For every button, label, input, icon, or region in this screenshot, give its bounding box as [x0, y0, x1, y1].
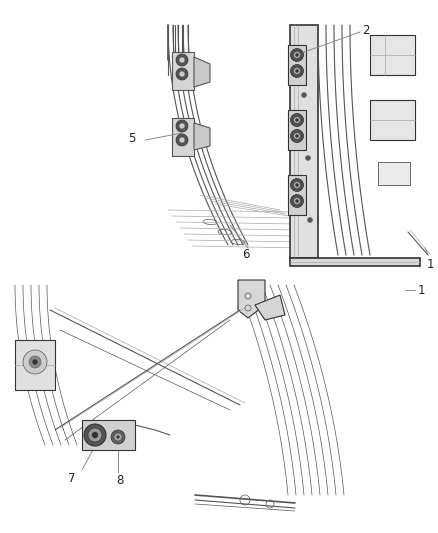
Circle shape	[290, 179, 304, 191]
Circle shape	[290, 130, 304, 142]
Polygon shape	[288, 175, 306, 215]
Circle shape	[176, 120, 188, 132]
Polygon shape	[172, 118, 194, 156]
Text: 8: 8	[116, 473, 124, 487]
Circle shape	[296, 183, 299, 187]
Circle shape	[307, 217, 312, 222]
Circle shape	[32, 359, 38, 365]
Circle shape	[23, 350, 47, 374]
Polygon shape	[255, 295, 285, 320]
Circle shape	[92, 432, 98, 438]
Circle shape	[301, 93, 307, 98]
Circle shape	[293, 182, 300, 189]
Polygon shape	[15, 340, 55, 390]
Circle shape	[176, 54, 188, 66]
Circle shape	[176, 68, 188, 80]
Circle shape	[290, 195, 304, 207]
Circle shape	[290, 49, 304, 61]
Circle shape	[117, 435, 120, 439]
Circle shape	[293, 68, 300, 75]
Circle shape	[293, 133, 300, 140]
Text: 5: 5	[128, 132, 135, 144]
Circle shape	[179, 57, 185, 63]
Polygon shape	[194, 57, 210, 87]
Polygon shape	[194, 123, 210, 150]
Circle shape	[111, 430, 125, 444]
Polygon shape	[378, 162, 410, 185]
Text: 6: 6	[242, 248, 250, 262]
Polygon shape	[370, 35, 415, 75]
Circle shape	[179, 137, 185, 143]
Circle shape	[114, 433, 122, 441]
Polygon shape	[370, 100, 415, 140]
Circle shape	[176, 134, 188, 146]
Circle shape	[88, 428, 102, 442]
Circle shape	[296, 69, 299, 72]
Text: 2: 2	[362, 23, 370, 36]
Circle shape	[293, 198, 300, 205]
Circle shape	[296, 134, 299, 138]
Polygon shape	[290, 25, 318, 258]
Text: 7: 7	[68, 472, 75, 484]
Circle shape	[29, 356, 41, 368]
Polygon shape	[288, 110, 306, 150]
Circle shape	[296, 53, 299, 56]
Circle shape	[305, 156, 311, 160]
Circle shape	[179, 71, 185, 77]
Text: 1: 1	[427, 259, 434, 271]
Circle shape	[296, 199, 299, 203]
Circle shape	[296, 118, 299, 122]
Circle shape	[293, 117, 300, 124]
Polygon shape	[288, 45, 306, 85]
Text: 1: 1	[418, 284, 425, 296]
Polygon shape	[238, 280, 265, 318]
Polygon shape	[290, 258, 420, 266]
Circle shape	[179, 123, 185, 129]
Circle shape	[84, 424, 106, 446]
Circle shape	[290, 64, 304, 77]
Polygon shape	[172, 52, 194, 90]
Circle shape	[293, 52, 300, 59]
Polygon shape	[82, 420, 135, 450]
Circle shape	[290, 114, 304, 126]
